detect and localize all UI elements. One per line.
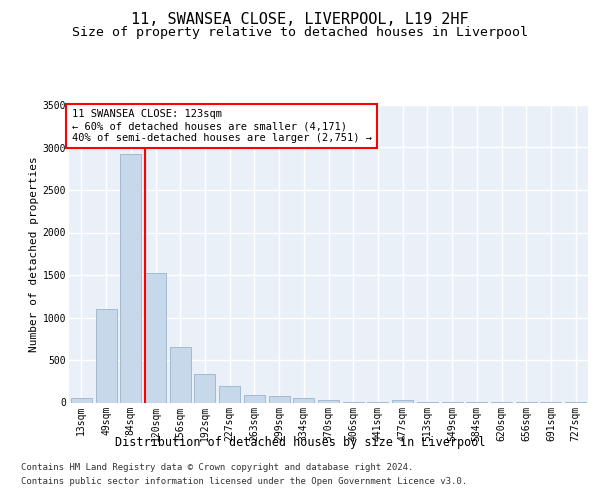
Bar [392,400,413,402]
Bar [71,398,92,402]
Text: Distribution of detached houses by size in Liverpool: Distribution of detached houses by size … [115,436,485,449]
Bar [170,347,191,403]
Text: Size of property relative to detached houses in Liverpool: Size of property relative to detached ho… [72,26,528,39]
Y-axis label: Number of detached properties: Number of detached properties [29,156,38,352]
Bar [219,386,240,402]
Bar [269,396,290,402]
Text: 11, SWANSEA CLOSE, LIVERPOOL, L19 2HF: 11, SWANSEA CLOSE, LIVERPOOL, L19 2HF [131,12,469,28]
Bar [120,154,141,402]
Bar [318,400,339,402]
Bar [145,274,166,402]
Bar [95,309,116,402]
Bar [293,398,314,402]
Bar [244,395,265,402]
Text: Contains public sector information licensed under the Open Government Licence v3: Contains public sector information licen… [21,477,467,486]
Text: 11 SWANSEA CLOSE: 123sqm
← 60% of detached houses are smaller (4,171)
40% of sem: 11 SWANSEA CLOSE: 123sqm ← 60% of detach… [71,110,371,142]
Text: Contains HM Land Registry data © Crown copyright and database right 2024.: Contains HM Land Registry data © Crown c… [21,464,413,472]
Bar [194,374,215,402]
